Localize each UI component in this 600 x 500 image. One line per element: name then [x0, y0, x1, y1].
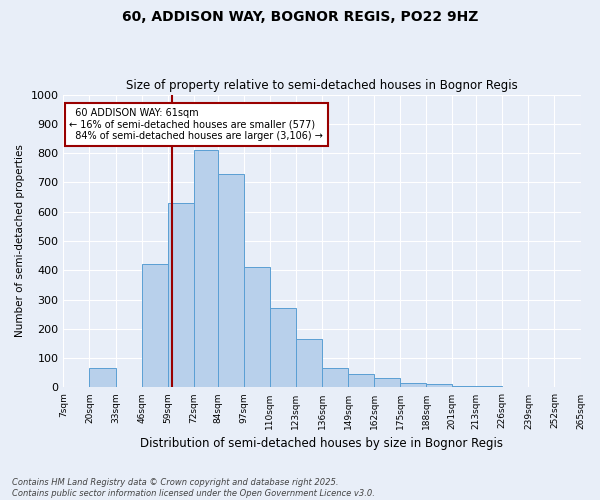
Bar: [400, 382, 426, 388]
Bar: [452, 386, 476, 388]
Bar: [374, 378, 400, 388]
Bar: [426, 384, 452, 388]
Bar: [502, 387, 529, 388]
Bar: [554, 387, 581, 388]
Bar: [89, 368, 116, 388]
X-axis label: Distribution of semi-detached houses by size in Bognor Regis: Distribution of semi-detached houses by …: [140, 437, 503, 450]
Bar: [218, 174, 244, 388]
Bar: [244, 268, 270, 388]
Bar: [476, 386, 502, 388]
Bar: [322, 368, 348, 388]
Bar: [194, 150, 218, 388]
Title: Size of property relative to semi-detached houses in Bognor Regis: Size of property relative to semi-detach…: [126, 79, 518, 92]
Bar: [167, 203, 194, 388]
Bar: [270, 308, 296, 388]
Bar: [142, 264, 167, 388]
Bar: [296, 339, 322, 388]
Bar: [348, 374, 374, 388]
Text: Contains HM Land Registry data © Crown copyright and database right 2025.
Contai: Contains HM Land Registry data © Crown c…: [12, 478, 375, 498]
Text: 60, ADDISON WAY, BOGNOR REGIS, PO22 9HZ: 60, ADDISON WAY, BOGNOR REGIS, PO22 9HZ: [122, 10, 478, 24]
Bar: [64, 387, 89, 388]
Y-axis label: Number of semi-detached properties: Number of semi-detached properties: [15, 144, 25, 338]
Text: 60 ADDISON WAY: 61sqm
← 16% of semi-detached houses are smaller (577)
  84% of s: 60 ADDISON WAY: 61sqm ← 16% of semi-deta…: [70, 108, 323, 141]
